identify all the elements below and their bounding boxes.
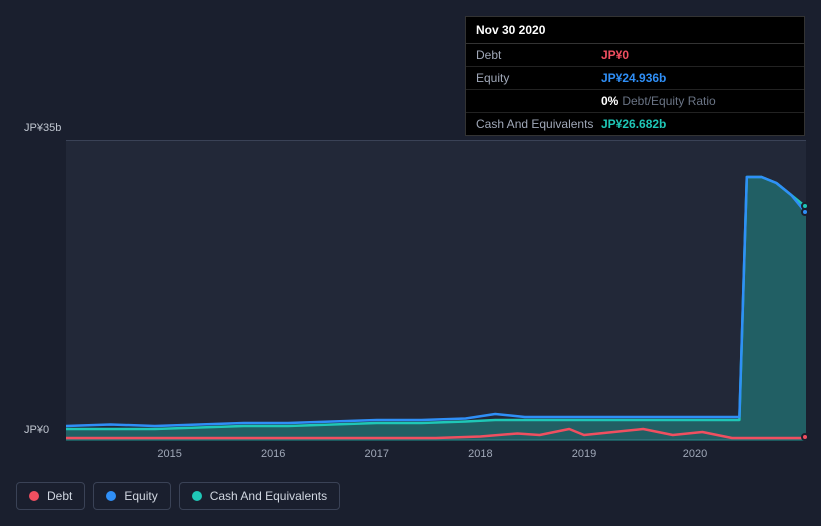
tooltip-value: JP¥26.682b — [601, 117, 666, 131]
chart-area[interactable]: JP¥35b JP¥0 — [16, 140, 806, 440]
tooltip-value: JP¥0 — [601, 48, 629, 62]
tooltip-label — [476, 94, 601, 108]
tooltip-row-ratio: 0% Debt/Equity Ratio — [466, 90, 804, 113]
legend-dot-icon — [106, 491, 116, 501]
tooltip-label: Cash And Equivalents — [476, 117, 601, 131]
y-axis-label-bottom: JP¥0 — [24, 424, 38, 436]
legend-item-debt[interactable]: Debt — [16, 482, 85, 510]
ratio-percent: 0% — [601, 94, 618, 108]
tooltip-row-equity: Equity JP¥24.936b — [466, 67, 804, 90]
x-axis-label: 2015 — [157, 448, 181, 460]
chart-svg — [66, 141, 806, 441]
legend-label: Debt — [47, 489, 72, 503]
plot-area[interactable] — [66, 140, 806, 440]
x-axis-label: 2020 — [683, 448, 707, 460]
y-axis-label-top: JP¥35b — [24, 122, 38, 134]
legend-item-cash[interactable]: Cash And Equivalents — [179, 482, 340, 510]
tooltip-row-debt: Debt JP¥0 — [466, 44, 804, 67]
tooltip-label: Debt — [476, 48, 601, 62]
x-axis-labels: 2015 2016 2017 2018 2019 2020 — [66, 448, 806, 468]
legend-dot-icon — [192, 491, 202, 501]
tooltip-value: JP¥24.936b — [601, 71, 666, 85]
series-marker-icon — [801, 202, 809, 210]
x-axis-label: 2018 — [468, 448, 492, 460]
x-axis-label: 2016 — [261, 448, 285, 460]
legend-label: Cash And Equivalents — [210, 489, 327, 503]
tooltip-label: Equity — [476, 71, 601, 85]
tooltip-row-cash: Cash And Equivalents JP¥26.682b — [466, 113, 804, 135]
ratio-label: Debt/Equity Ratio — [622, 94, 715, 108]
tooltip-date: Nov 30 2020 — [466, 17, 804, 44]
legend-label: Equity — [124, 489, 157, 503]
x-axis-label: 2017 — [365, 448, 389, 460]
x-axis-label: 2019 — [572, 448, 596, 460]
series-marker-icon — [801, 433, 809, 441]
tooltip-ratio: 0% Debt/Equity Ratio — [601, 94, 716, 108]
data-tooltip: Nov 30 2020 Debt JP¥0 Equity JP¥24.936b … — [465, 16, 805, 136]
legend-dot-icon — [29, 491, 39, 501]
legend: Debt Equity Cash And Equivalents — [16, 482, 340, 510]
legend-item-equity[interactable]: Equity — [93, 482, 170, 510]
